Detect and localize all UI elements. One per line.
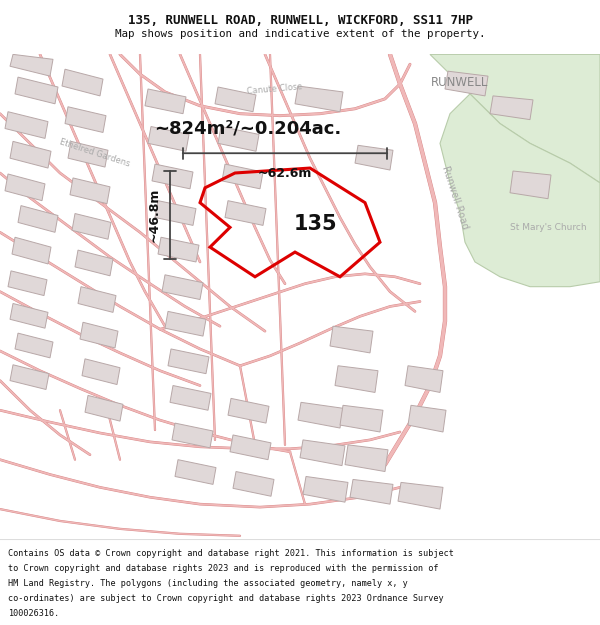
Text: Runwell Road: Runwell Road — [440, 165, 470, 231]
Polygon shape — [5, 112, 48, 138]
Polygon shape — [222, 164, 263, 189]
Polygon shape — [15, 77, 58, 104]
Polygon shape — [430, 54, 600, 183]
Polygon shape — [295, 86, 343, 112]
Polygon shape — [10, 54, 53, 76]
Polygon shape — [168, 349, 209, 374]
Polygon shape — [18, 206, 58, 232]
Polygon shape — [218, 126, 259, 151]
Polygon shape — [158, 238, 199, 262]
Polygon shape — [72, 214, 111, 239]
Polygon shape — [70, 178, 110, 204]
Polygon shape — [230, 435, 271, 459]
Polygon shape — [15, 333, 53, 358]
Text: co-ordinates) are subject to Crown copyright and database rights 2023 Ordnance S: co-ordinates) are subject to Crown copyr… — [8, 594, 443, 603]
Polygon shape — [175, 459, 216, 484]
Polygon shape — [340, 405, 383, 432]
Text: to Crown copyright and database rights 2023 and is reproduced with the permissio: to Crown copyright and database rights 2… — [8, 564, 438, 573]
Polygon shape — [82, 359, 120, 384]
Text: St Mary's Church: St Mary's Church — [509, 223, 586, 232]
Polygon shape — [78, 287, 116, 312]
Text: RUNWELL: RUNWELL — [431, 76, 488, 89]
Text: 135: 135 — [293, 214, 337, 234]
Polygon shape — [335, 366, 378, 392]
Polygon shape — [408, 405, 446, 432]
Polygon shape — [330, 326, 373, 353]
Polygon shape — [440, 94, 600, 287]
Text: Map shows position and indicative extent of the property.: Map shows position and indicative extent… — [115, 29, 485, 39]
Polygon shape — [65, 107, 106, 132]
Polygon shape — [68, 141, 108, 167]
Text: ~46.8m: ~46.8m — [148, 188, 161, 242]
Text: ~824m²/~0.204ac.: ~824m²/~0.204ac. — [154, 119, 341, 138]
Polygon shape — [148, 126, 189, 151]
Polygon shape — [490, 96, 533, 119]
Polygon shape — [398, 482, 443, 509]
Text: Ethelred Gardens: Ethelred Gardens — [59, 138, 131, 169]
Polygon shape — [300, 440, 345, 466]
Polygon shape — [303, 476, 348, 502]
Polygon shape — [80, 322, 118, 348]
Text: 135, RUNWELL ROAD, RUNWELL, WICKFORD, SS11 7HP: 135, RUNWELL ROAD, RUNWELL, WICKFORD, SS… — [128, 14, 473, 27]
Polygon shape — [225, 201, 266, 226]
Polygon shape — [8, 271, 47, 296]
Text: Canute Close: Canute Close — [247, 82, 303, 96]
Polygon shape — [445, 71, 488, 96]
Polygon shape — [75, 250, 113, 276]
Polygon shape — [10, 304, 48, 328]
Text: HM Land Registry. The polygons (including the associated geometry, namely x, y: HM Land Registry. The polygons (includin… — [8, 579, 407, 588]
Polygon shape — [345, 445, 388, 471]
Polygon shape — [62, 69, 103, 96]
Polygon shape — [228, 398, 269, 423]
Polygon shape — [162, 275, 203, 299]
Polygon shape — [10, 141, 51, 168]
Polygon shape — [5, 174, 45, 201]
Polygon shape — [155, 201, 196, 226]
Polygon shape — [165, 311, 206, 336]
Polygon shape — [12, 238, 51, 264]
Polygon shape — [355, 146, 393, 170]
Polygon shape — [510, 171, 551, 199]
Text: ~62.6m: ~62.6m — [258, 167, 312, 180]
Polygon shape — [85, 396, 123, 421]
Text: Contains OS data © Crown copyright and database right 2021. This information is : Contains OS data © Crown copyright and d… — [8, 549, 454, 558]
Polygon shape — [172, 423, 213, 448]
Polygon shape — [145, 89, 186, 114]
Polygon shape — [233, 471, 274, 496]
Polygon shape — [405, 366, 443, 392]
Polygon shape — [152, 164, 193, 189]
Polygon shape — [170, 386, 211, 410]
Polygon shape — [10, 365, 49, 389]
Polygon shape — [350, 479, 393, 504]
Text: 100026316.: 100026316. — [8, 609, 59, 619]
Polygon shape — [215, 87, 256, 112]
Polygon shape — [298, 402, 343, 428]
